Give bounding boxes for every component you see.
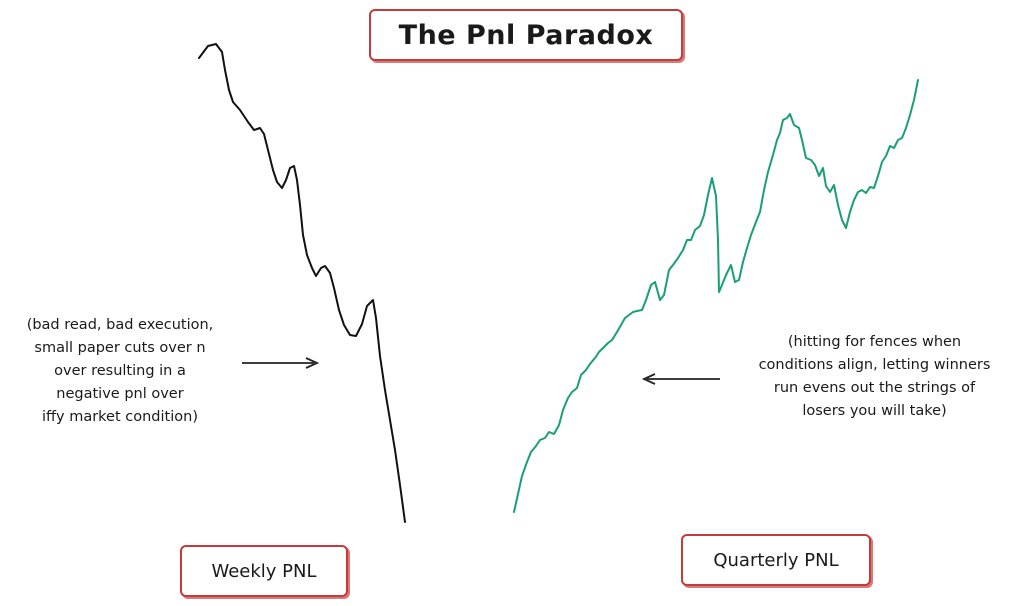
left-arrow <box>242 357 320 369</box>
weekly-pnl-line <box>198 43 406 523</box>
title-box: The Pnl Paradox <box>369 9 683 61</box>
quarterly-annotation-line: run evens out the strings of <box>773 380 976 396</box>
weekly-annotation-line: over resulting in a <box>54 363 186 379</box>
weekly-annotation-line: iffy market condition) <box>42 409 198 425</box>
quarterly-annotation-line: conditions align, letting winners <box>758 357 991 373</box>
quarterly-pnl-label-box: Quarterly PNL <box>681 534 871 586</box>
weekly-annotation-line: negative pnl over <box>56 386 184 402</box>
weekly-annotation: (bad read, bad execution, small paper cu… <box>0 314 240 429</box>
weekly-annotation-line: small paper cuts over n <box>34 340 206 356</box>
page-title: The Pnl Paradox <box>398 19 654 51</box>
weekly-pnl-label: Weekly PNL <box>211 560 317 582</box>
weekly-pnl-label-box: Weekly PNL <box>180 545 348 597</box>
quarterly-annotation-line: (hitting for fences when <box>787 334 962 350</box>
weekly-annotation-line: (bad read, bad execution, <box>26 317 214 333</box>
quarterly-pnl-label: Quarterly PNL <box>713 549 839 571</box>
quarterly-pnl-line <box>513 79 919 513</box>
right-arrow <box>641 373 720 385</box>
quarterly-annotation: (hitting for fences when conditions alig… <box>722 331 1024 423</box>
quarterly-annotation-line: losers you will take) <box>802 403 947 419</box>
